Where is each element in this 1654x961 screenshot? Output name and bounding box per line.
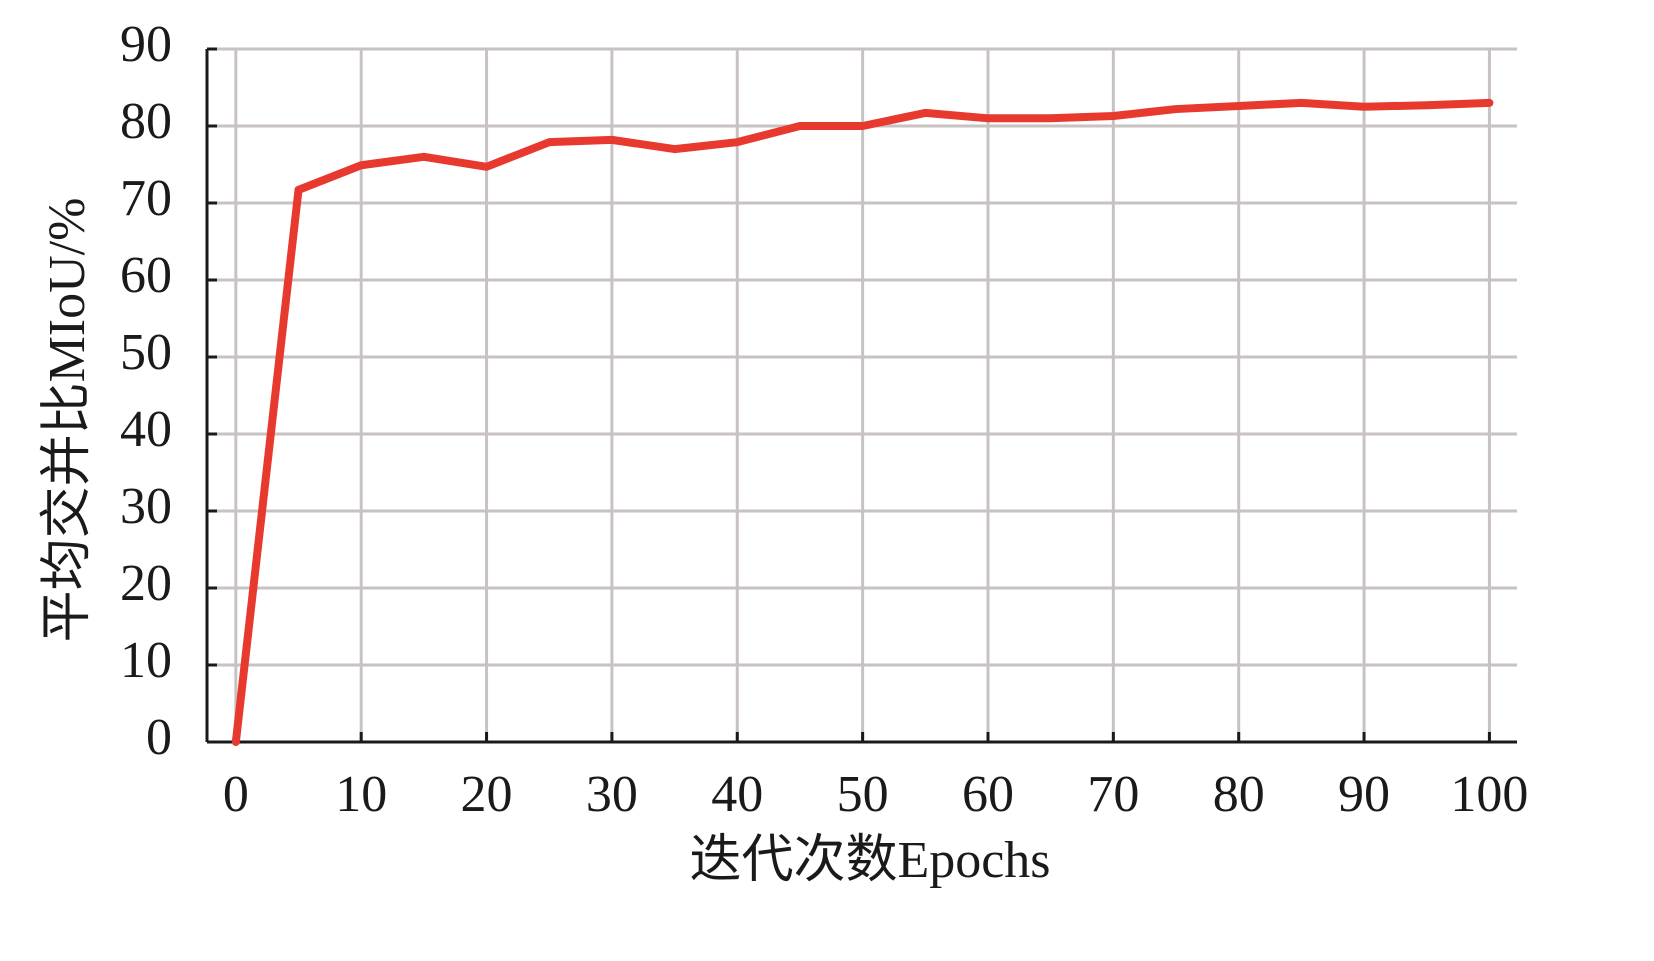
y-tick-label: 30: [120, 478, 172, 535]
x-tick-label: 70: [1087, 766, 1139, 823]
x-tick-label: 20: [461, 766, 513, 823]
x-tick-label: 0: [223, 766, 249, 823]
y-tick-label: 70: [120, 170, 172, 227]
x-tick-label: 80: [1213, 766, 1265, 823]
y-tick-label: 80: [120, 93, 172, 150]
y-tick-label: 10: [120, 632, 172, 689]
x-tick-label: 30: [586, 766, 638, 823]
y-tick-label: 20: [120, 555, 172, 612]
y-tick-label: 0: [146, 709, 172, 766]
y-tick-label: 50: [120, 324, 172, 381]
data-line: [231, 98, 1494, 746]
x-tick-label: 90: [1338, 766, 1390, 823]
y-tick-label: 60: [120, 247, 172, 304]
x-axis-label: 迭代次数Epochs: [689, 832, 1050, 889]
y-tick-label: 40: [120, 401, 172, 458]
x-tick-label: 50: [837, 766, 889, 823]
y-axis-label: 平均交并比MIoU/%: [39, 198, 96, 643]
y-tick-label: 90: [120, 16, 172, 73]
x-tick-label: 10: [335, 766, 387, 823]
x-tick-label: 60: [962, 766, 1014, 823]
x-tick-label: 40: [711, 766, 763, 823]
x-tick-label: 100: [1450, 766, 1528, 823]
